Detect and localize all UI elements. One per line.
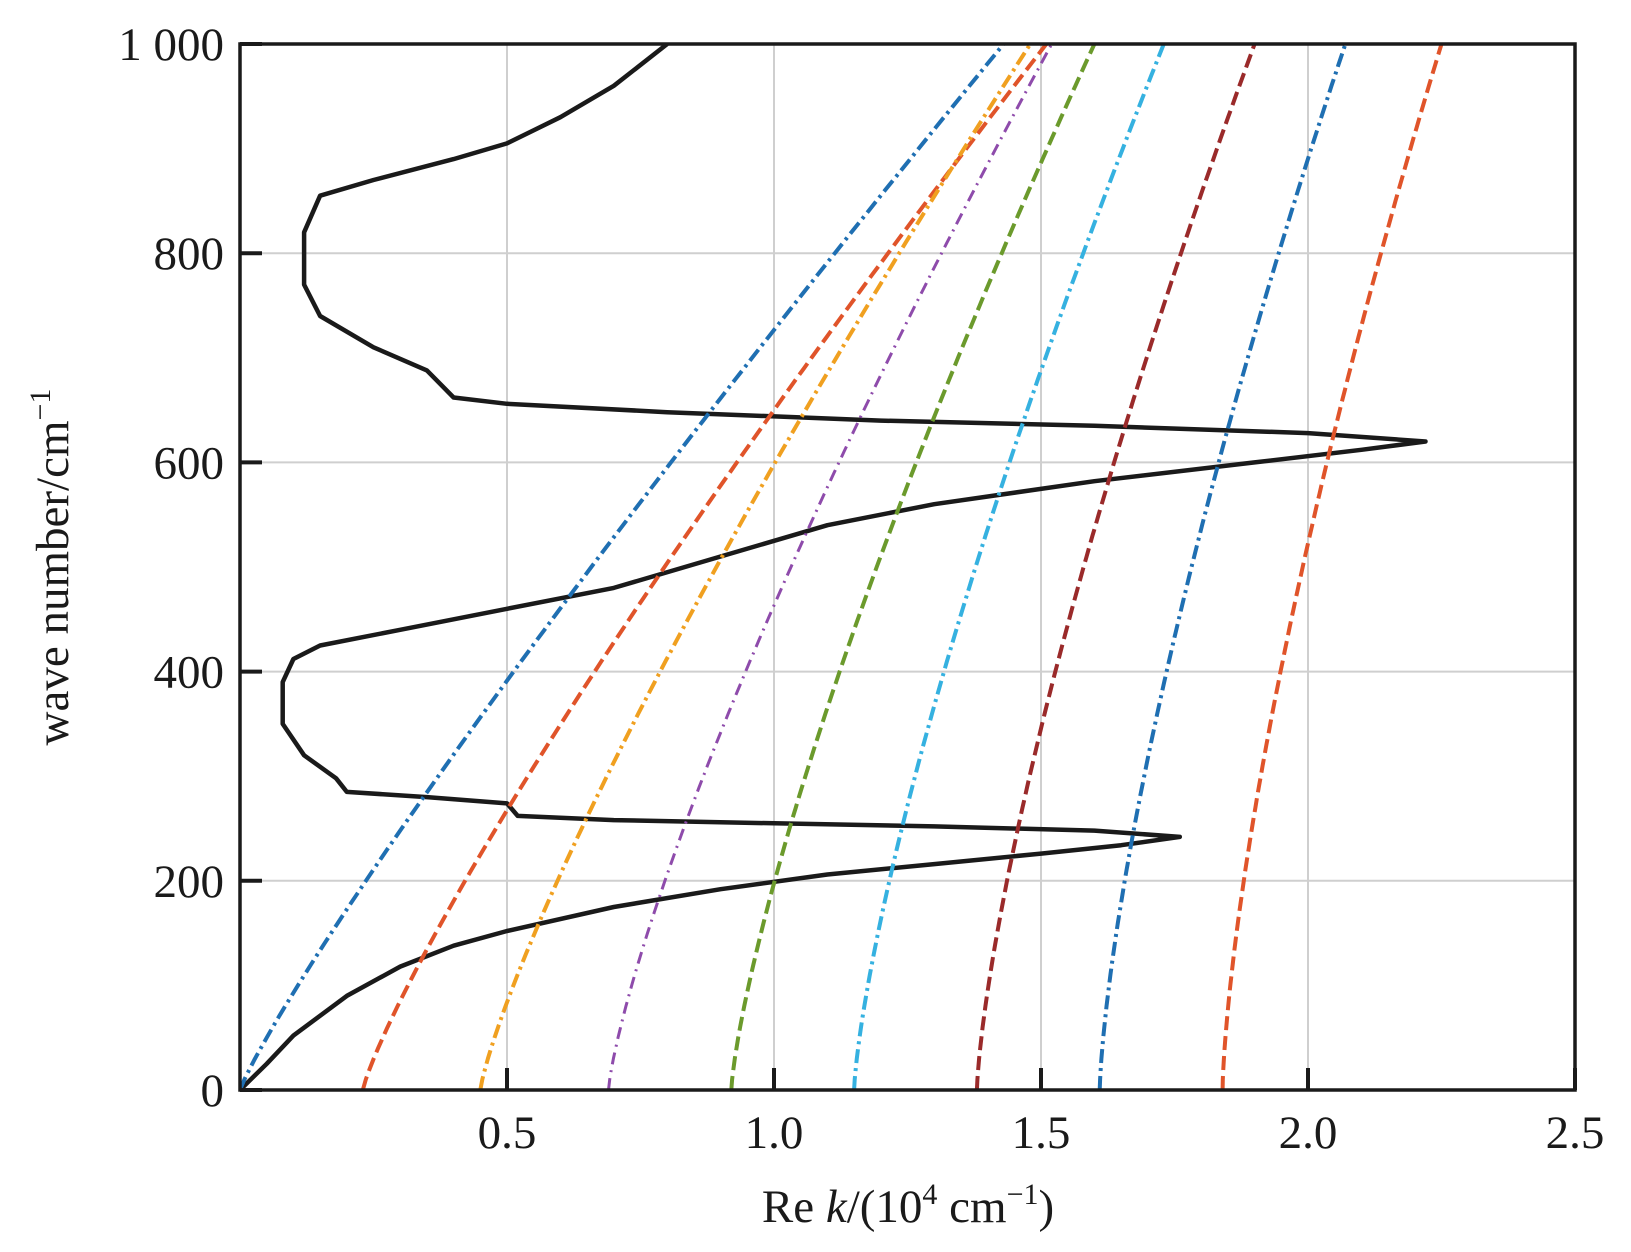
- y-tick-label: 400: [154, 647, 225, 699]
- plot-frame: [238, 42, 1577, 1092]
- series-line-8: [974, 44, 1257, 1090]
- y-tick-label: 200: [154, 856, 225, 908]
- series-line-6: [729, 44, 1097, 1090]
- y-axis-title: wave number/cm−1: [24, 389, 79, 746]
- x-tick-label: 0.5: [478, 1107, 537, 1159]
- gridlines: [240, 44, 1575, 1090]
- x-tick-label: 1.0: [745, 1107, 804, 1159]
- series-line-7: [852, 44, 1166, 1090]
- series-line-5: [607, 44, 1054, 1090]
- x-tick-label: 2.5: [1546, 1107, 1605, 1159]
- x-tick-label: 2.0: [1279, 1107, 1338, 1159]
- x-axis-title: Re k/(104 cm−1): [762, 1178, 1054, 1233]
- series-line-1: [240, 44, 1428, 1090]
- series-line-4: [478, 44, 1032, 1090]
- y-tick-label: 0: [201, 1065, 225, 1117]
- y-tick-label: 600: [154, 437, 225, 489]
- series-layer: [240, 44, 1444, 1090]
- tick-marks: [240, 42, 1577, 1092]
- series-line-3: [360, 44, 1048, 1090]
- series-line-10: [1220, 44, 1444, 1090]
- series-line-9: [1097, 44, 1348, 1090]
- series-line-2: [240, 44, 1006, 1090]
- tick-labels: 0.5 1.0 1.5 2.0 2.5 0 200 400 600 800 1 000: [118, 19, 1604, 1159]
- x-tick-label: 1.5: [1012, 1107, 1071, 1159]
- y-tick-label: 1 000: [118, 19, 224, 71]
- y-tick-label: 800: [154, 228, 225, 280]
